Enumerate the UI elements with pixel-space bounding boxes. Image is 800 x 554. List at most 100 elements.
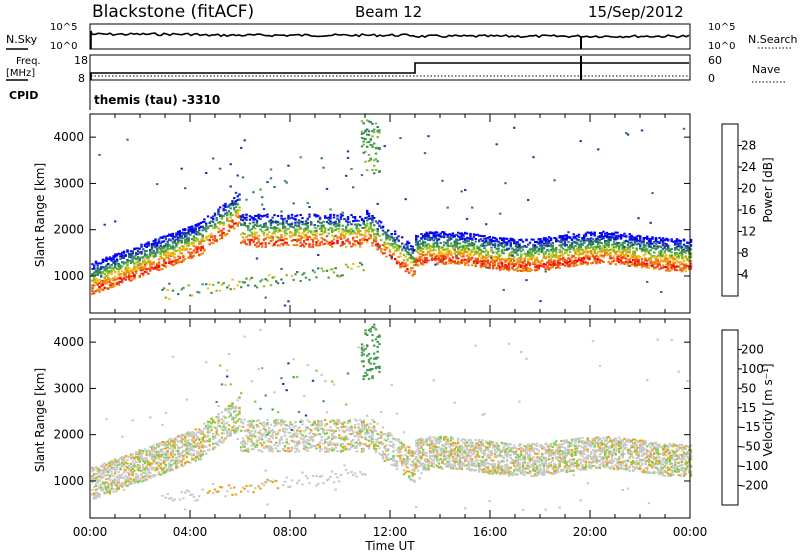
- range-gate-cell: [586, 250, 589, 253]
- range-gate-cell: [124, 465, 127, 468]
- range-gate-cell: [460, 252, 463, 254]
- range-gate-cell: [409, 257, 413, 260]
- range-gate-cell: [241, 214, 245, 217]
- range-gate-cell: [481, 265, 484, 267]
- range-gate-cell: [203, 227, 206, 229]
- range-gate-cell: [129, 454, 133, 457]
- range-gate-cell: [168, 260, 171, 263]
- range-gate-cell: [245, 225, 248, 228]
- range-gate-cell: [520, 255, 523, 258]
- range-gate-cell: [283, 231, 287, 234]
- range-gate-cell: [117, 264, 120, 267]
- range-gate-cell: [238, 221, 241, 224]
- range-gate-cell: [320, 222, 323, 224]
- range-gate-cell: [448, 236, 451, 239]
- range-gate-cell: [222, 282, 225, 285]
- range-gate-cell: [224, 233, 227, 236]
- range-gate-cell: [143, 250, 147, 253]
- range-gate-cell: [653, 267, 656, 270]
- range-gate-cell: [163, 262, 166, 265]
- range-gate-cell: [348, 231, 351, 234]
- range-gate-cell: [556, 265, 560, 268]
- range-gate-cell: [439, 232, 442, 235]
- range-gate-cell: [390, 243, 393, 245]
- range-gate-cell: [143, 467, 147, 470]
- range-gate-cell: [201, 246, 204, 249]
- range-gate-cell: [360, 136, 364, 139]
- range-gate-cell: [590, 242, 593, 245]
- range-gate-cell: [511, 251, 514, 254]
- range-gate-cell: [500, 243, 504, 246]
- range-gate-cell: [133, 464, 136, 467]
- range-gate-cell: [556, 261, 560, 264]
- range-gate-cell: [278, 244, 281, 247]
- range-gate-cell: [661, 241, 665, 244]
- range-gate-cell: [625, 254, 628, 257]
- range-gate-cell: [250, 216, 253, 219]
- range-gate-cell: [360, 174, 364, 177]
- range-gate-cell: [332, 242, 336, 245]
- range-gate-cell: [507, 269, 511, 272]
- ytick-label: 4000: [53, 130, 84, 144]
- range-gate-cell: [632, 263, 635, 266]
- range-gate-cell: [107, 262, 110, 265]
- range-gate-cell: [133, 273, 136, 276]
- range-gate-cell: [306, 226, 309, 229]
- range-gate-cell: [451, 234, 455, 237]
- range-gate-cell: [252, 221, 255, 224]
- range-gate-cell: [220, 221, 224, 224]
- range-gate-cell: [422, 240, 425, 243]
- range-gate-cell: [541, 246, 544, 249]
- range-gate-cell: [469, 237, 472, 240]
- range-gate-cell: [591, 238, 595, 241]
- range-gate-cell: [317, 239, 320, 242]
- range-gate-cell: [212, 226, 215, 229]
- range-gate-cell: [114, 265, 117, 268]
- range-gate-cell: [224, 212, 227, 215]
- range-gate-cell: [555, 240, 558, 243]
- range-gate-cell: [324, 228, 327, 231]
- range-gate-cell: [588, 256, 591, 259]
- range-gate-cell: [423, 254, 427, 256]
- range-gate-cell: [110, 473, 113, 476]
- range-gate-cell: [110, 463, 113, 466]
- range-gate-cell: [499, 268, 502, 271]
- range-gate-cell: [297, 228, 301, 231]
- range-gate-cell: [682, 263, 686, 266]
- range-gate-cell: [434, 237, 437, 240]
- range-gate-cell: [639, 244, 642, 247]
- range-gate-cell: [311, 243, 315, 246]
- range-gate-cell: [364, 232, 367, 235]
- range-gate-cell: [229, 288, 232, 291]
- range-gate-cell: [121, 485, 124, 488]
- range-gate-cell: [135, 451, 138, 454]
- range-gate-cell: [434, 234, 437, 237]
- range-gate-cell: [285, 237, 288, 240]
- range-gate-cell: [481, 250, 484, 253]
- range-gate-cell: [600, 236, 603, 239]
- range-gate-cell: [108, 468, 112, 471]
- range-gate-cell: [229, 215, 232, 218]
- range-gate-cell: [432, 242, 435, 245]
- range-gate-cell: [177, 293, 180, 296]
- range-gate-cell: [502, 258, 505, 261]
- range-gate-cell: [465, 246, 469, 248]
- range-gate-cell: [436, 262, 439, 265]
- range-gate-cell: [635, 238, 638, 240]
- range-gate-cell: [373, 233, 376, 236]
- range-gate-cell: [457, 235, 460, 238]
- range-gate-cell: [478, 248, 481, 251]
- range-gate-cell: [231, 204, 234, 207]
- range-gate-cell: [187, 284, 190, 287]
- range-gate-cell: [233, 200, 236, 203]
- range-gate-cell: [611, 244, 614, 247]
- range-gate-cell: [96, 273, 99, 276]
- range-gate-cell: [672, 265, 675, 267]
- range-gate-cell: [143, 459, 147, 462]
- range-gate-cell: [325, 235, 329, 238]
- range-gate-cell: [114, 472, 117, 475]
- range-gate-cell: [430, 254, 434, 257]
- range-gate-cell: [182, 260, 185, 262]
- range-gate-cell: [535, 267, 539, 270]
- range-gate-cell: [605, 236, 609, 239]
